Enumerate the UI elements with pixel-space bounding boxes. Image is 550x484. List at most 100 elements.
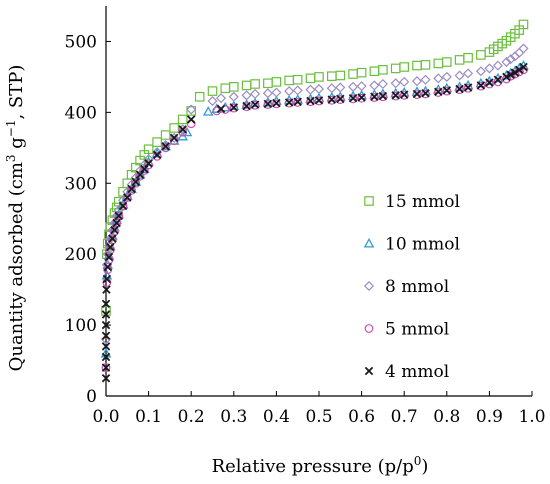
legend-marker xyxy=(364,366,374,376)
data-point xyxy=(455,85,464,95)
data-point xyxy=(106,242,115,252)
data-point xyxy=(306,96,315,106)
data-point xyxy=(272,99,281,109)
data-point xyxy=(433,88,443,97)
data-point xyxy=(101,363,111,372)
data-point xyxy=(420,60,431,70)
data-point xyxy=(454,70,465,81)
data-point xyxy=(228,91,239,102)
data-point xyxy=(241,80,252,91)
x-tick-label: 0.0 xyxy=(92,407,119,427)
data-point xyxy=(152,150,162,160)
data-point xyxy=(378,92,388,102)
data-point xyxy=(101,363,111,373)
data-point xyxy=(160,130,171,140)
data-point xyxy=(327,95,337,105)
data-point xyxy=(485,78,494,87)
data-point xyxy=(370,92,379,102)
series-4 xyxy=(101,62,528,383)
data-point xyxy=(241,90,252,101)
y-tick-label: 0 xyxy=(86,387,97,407)
data-point xyxy=(271,77,282,87)
data-point xyxy=(127,185,136,195)
x-tick-label: 0.4 xyxy=(263,407,290,427)
data-point xyxy=(194,91,205,102)
data-point xyxy=(152,147,163,158)
data-point xyxy=(292,74,303,85)
y-tick-label: 300 xyxy=(65,174,97,194)
data-point xyxy=(135,171,145,181)
legend: 15 mmol 10 mmol 8 mmol 5 mmol 4 mmol xyxy=(363,192,460,382)
data-point xyxy=(110,225,119,235)
data-point xyxy=(476,81,486,90)
x-tick-label: 0.8 xyxy=(433,407,460,427)
data-point xyxy=(216,104,226,114)
data-point xyxy=(211,103,223,113)
data-point xyxy=(348,94,358,104)
data-point xyxy=(284,98,294,107)
data-point xyxy=(272,98,281,108)
data-point xyxy=(485,79,494,89)
data-point xyxy=(169,123,179,133)
data-point xyxy=(177,114,188,125)
data-point xyxy=(101,310,111,319)
data-point xyxy=(336,94,345,104)
data-point xyxy=(502,72,511,82)
data-point xyxy=(442,57,452,67)
data-point xyxy=(250,88,261,99)
x-tick-label: 0.3 xyxy=(220,407,247,427)
data-point xyxy=(378,91,388,101)
data-point xyxy=(161,143,171,153)
data-point xyxy=(314,72,324,82)
data-point xyxy=(143,144,154,155)
data-point xyxy=(463,83,473,92)
axes xyxy=(105,6,532,397)
data-point xyxy=(378,65,388,75)
data-point xyxy=(510,68,520,77)
y-tick-label: 500 xyxy=(65,32,97,52)
legend-marker xyxy=(364,324,374,333)
data-point xyxy=(161,142,170,151)
data-point xyxy=(101,352,111,362)
data-point xyxy=(118,201,128,211)
data-point xyxy=(178,125,187,134)
data-point xyxy=(123,193,132,202)
data-point xyxy=(391,91,400,100)
data-point xyxy=(186,106,196,116)
data-point xyxy=(104,252,114,262)
legend-label: 8 mmol xyxy=(385,277,449,297)
data-point xyxy=(212,106,222,116)
data-point xyxy=(369,66,380,77)
data-point xyxy=(112,218,121,228)
data-point xyxy=(463,52,473,63)
data-point xyxy=(103,262,112,272)
data-point xyxy=(293,98,303,107)
data-point xyxy=(399,76,410,87)
legend-marker xyxy=(363,237,375,248)
data-point xyxy=(263,100,273,109)
data-point xyxy=(101,299,111,309)
data-point xyxy=(242,101,251,111)
data-point xyxy=(207,86,218,96)
data-point xyxy=(131,178,141,188)
data-point xyxy=(242,102,251,112)
data-point xyxy=(144,159,153,168)
data-point xyxy=(284,98,294,108)
data-point xyxy=(519,62,528,72)
data-point xyxy=(391,91,401,101)
y-axis-title: Quantity adsorbed (cm3 g−1, STP) xyxy=(4,65,27,372)
data-point xyxy=(169,132,180,143)
data-point xyxy=(306,97,315,107)
data-point xyxy=(357,93,367,103)
data-point xyxy=(326,83,337,94)
data-point xyxy=(493,75,503,84)
data-point xyxy=(369,93,379,102)
x-tick-label: 0.2 xyxy=(178,407,205,427)
y-tick-label: 100 xyxy=(65,316,97,336)
data-point xyxy=(434,87,443,97)
data-point xyxy=(131,177,141,187)
data-point xyxy=(518,19,529,30)
data-point xyxy=(399,90,409,99)
data-point xyxy=(102,285,111,294)
data-point xyxy=(463,68,474,79)
